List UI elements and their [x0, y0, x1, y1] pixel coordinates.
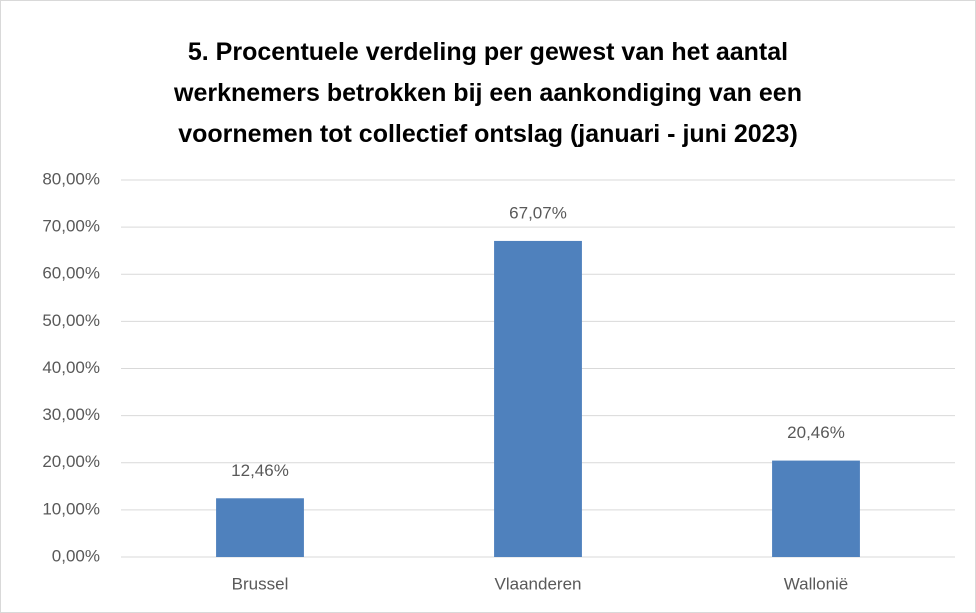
y-tick-label: 80,00%	[42, 169, 100, 188]
data-label: 12,46%	[231, 461, 289, 480]
bar	[216, 498, 304, 557]
x-tick-label: Brussel	[232, 574, 289, 593]
y-tick-label: 0,00%	[52, 546, 100, 565]
chart-title: 5. Procentuele verdeling per gewest van …	[174, 38, 802, 148]
bar	[494, 240, 582, 558]
y-tick-label: 40,00%	[42, 358, 100, 377]
data-label: 20,46%	[787, 423, 845, 442]
y-tick-label: 60,00%	[42, 264, 100, 283]
x-tick-label: Wallonië	[784, 574, 849, 593]
y-tick-label: 30,00%	[42, 405, 100, 424]
y-tick-label: 50,00%	[42, 311, 100, 330]
y-tick-label: 10,00%	[42, 499, 100, 518]
bar	[772, 460, 860, 557]
x-tick-label: Vlaanderen	[495, 574, 582, 593]
data-label: 67,07%	[509, 203, 567, 222]
y-tick-label: 20,00%	[42, 452, 100, 471]
y-tick-label: 70,00%	[42, 217, 100, 236]
